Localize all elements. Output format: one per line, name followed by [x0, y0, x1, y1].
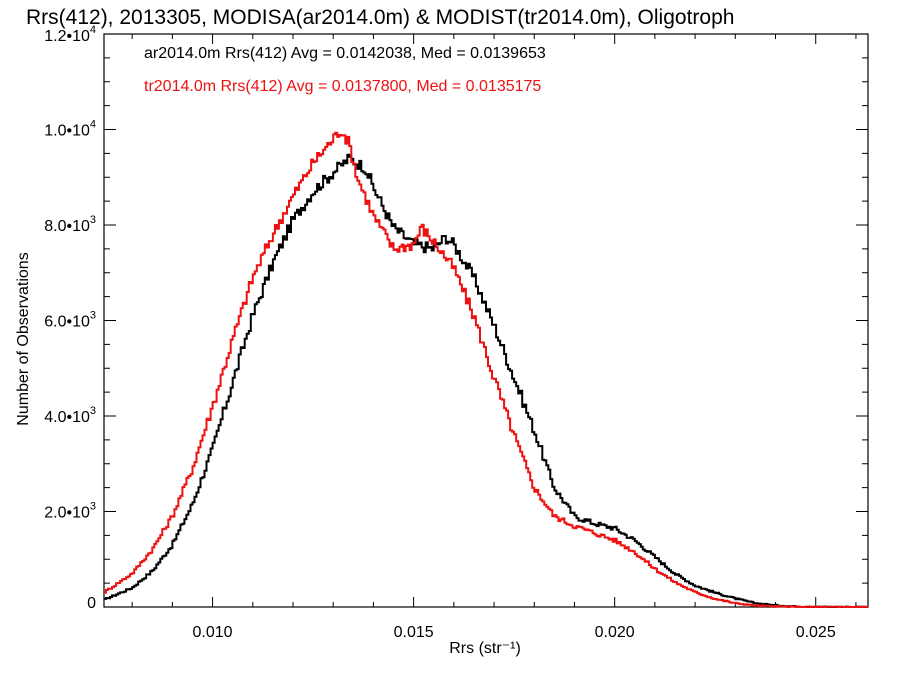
legend-entry-ar2014: ar2014.0m Rrs(412) Avg = 0.0142038, Med … — [144, 45, 546, 62]
x-tick-label: 0.015 — [394, 624, 434, 641]
y-axis-ticks: 0 2.0•103 4.0•103 6.0•103 8.0•103 1.0•104 1.2•… — [44, 24, 868, 612]
x-tick-label: 0.010 — [193, 624, 233, 641]
y-tick-label: 4.0•103 — [44, 405, 96, 426]
series-tr2014-line — [104, 131, 868, 608]
x-tick-label: 0.025 — [796, 624, 836, 641]
y-tick-label: 1.2•104 — [44, 24, 96, 45]
legend-entry-tr2014: tr2014.0m Rrs(412) Avg = 0.0137800, Med … — [144, 78, 542, 95]
series-ar2014-line — [104, 153, 868, 608]
chart-title: Rrs(412), 2013305, MODISA(ar2014.0m) & M… — [26, 6, 735, 29]
x-axis-label: Rrs (str⁻¹) — [449, 640, 521, 657]
x-tick-label: 0.020 — [595, 624, 635, 641]
y-tick-label: 6.0•103 — [44, 310, 96, 331]
x-axis-ticks: 0.010 0.015 0.020 0.025 — [131, 34, 857, 641]
y-tick-label: 8.0•103 — [44, 214, 96, 235]
histogram-series — [104, 131, 868, 608]
y-tick-label: 0 — [87, 595, 96, 612]
y-tick-label: 2.0•103 — [44, 501, 96, 522]
y-tick-label: 1.0•104 — [44, 119, 96, 140]
y-axis-label: Number of Observations — [15, 252, 32, 426]
plot-frame — [103, 33, 869, 608]
